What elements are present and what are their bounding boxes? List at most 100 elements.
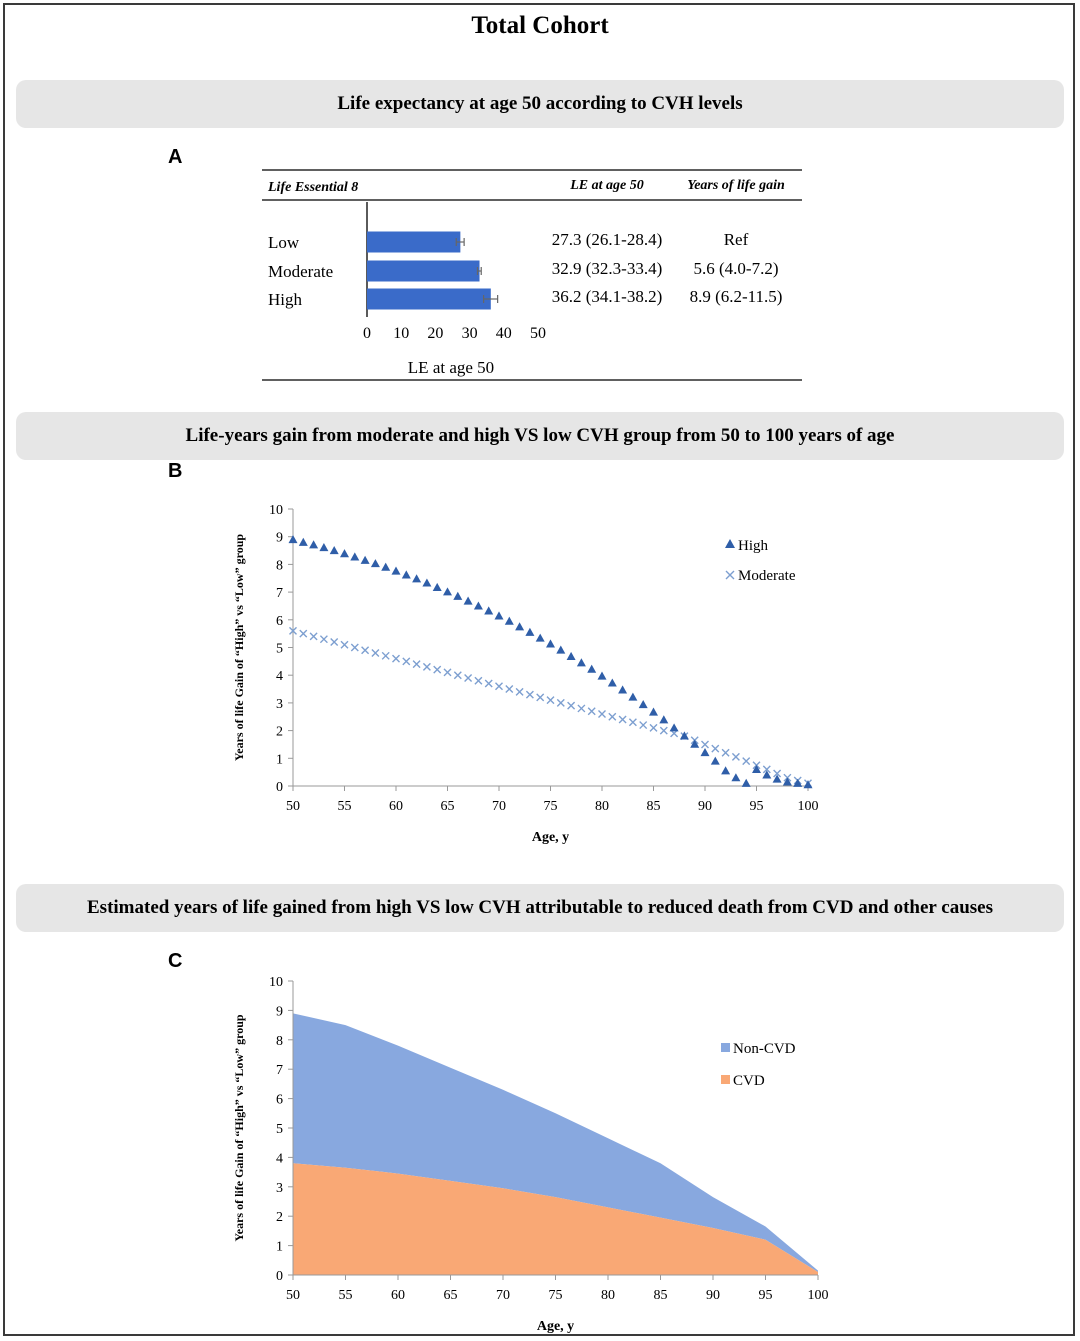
bar bbox=[367, 260, 480, 282]
high-point bbox=[535, 633, 545, 642]
high-point bbox=[463, 596, 473, 605]
moderate-point bbox=[392, 654, 400, 663]
bar bbox=[367, 288, 491, 310]
high-point bbox=[401, 570, 411, 579]
x-tick-label: 85 bbox=[654, 1288, 668, 1303]
figure-title: Total Cohort bbox=[471, 12, 609, 39]
high-point bbox=[566, 651, 576, 660]
moderate-point bbox=[350, 643, 359, 652]
x-tick-label: 50 bbox=[530, 325, 546, 342]
high-point bbox=[381, 562, 391, 571]
x-tick-label: 75 bbox=[544, 799, 558, 814]
moderate-point bbox=[515, 687, 524, 696]
high-point bbox=[690, 739, 700, 748]
non-cvd-area bbox=[293, 1013, 818, 1273]
y-tick-label: 6 bbox=[276, 1093, 283, 1108]
y-tick-label: 10 bbox=[269, 975, 283, 990]
y-tick-label: 5 bbox=[276, 1122, 283, 1137]
y-tick-label: 8 bbox=[276, 558, 283, 573]
y-tick-label: 7 bbox=[276, 1063, 283, 1078]
moderate-point bbox=[649, 723, 658, 732]
moderate-point bbox=[422, 662, 431, 671]
y-tick-label: 7 bbox=[276, 586, 283, 601]
high-point bbox=[597, 671, 607, 680]
x-axis-label: LE at age 50 bbox=[408, 358, 494, 377]
header-gain: Years of life gain bbox=[687, 178, 785, 193]
high-point bbox=[741, 778, 751, 787]
x-tick-label: 90 bbox=[706, 1288, 720, 1303]
legend-cvd-swatch bbox=[721, 1075, 730, 1084]
legend-high-label: High bbox=[738, 538, 769, 554]
y-axis-label: Years of life Gain of “High” vs “Low” gr… bbox=[232, 534, 246, 761]
moderate-point bbox=[536, 693, 545, 702]
x-tick-label: 50 bbox=[286, 1288, 300, 1303]
y-tick-label: 5 bbox=[276, 642, 283, 657]
chart-c: 0 1 2 3 4 5 6 7 8 9 10 50 55 60 65 70 75 80 85 90 95 100 Age, … bbox=[232, 975, 829, 1334]
high-point bbox=[340, 549, 349, 558]
high-point bbox=[772, 774, 782, 783]
x-tick-label: 80 bbox=[595, 799, 609, 814]
bar bbox=[367, 231, 461, 253]
y-tick-label: 0 bbox=[276, 1269, 283, 1284]
y-tick-label: 2 bbox=[276, 725, 283, 740]
legend-high-marker bbox=[725, 539, 735, 548]
moderate-point bbox=[618, 715, 627, 724]
high-point bbox=[762, 770, 772, 779]
high-point bbox=[350, 552, 360, 561]
high-point bbox=[628, 692, 638, 701]
moderate-point bbox=[639, 721, 648, 730]
high-point bbox=[638, 700, 648, 709]
moderate-point bbox=[453, 671, 462, 680]
high-point bbox=[618, 685, 628, 694]
moderate-point bbox=[525, 690, 534, 699]
panel-c-letter: C bbox=[168, 950, 183, 972]
moderate-point bbox=[361, 646, 370, 655]
high-point bbox=[288, 534, 298, 544]
x-tick-label: 40 bbox=[496, 325, 512, 342]
high-point bbox=[679, 731, 689, 740]
x-tick-label: 90 bbox=[698, 799, 712, 814]
high-point bbox=[607, 678, 617, 687]
high-point bbox=[793, 778, 803, 787]
moderate-point bbox=[412, 660, 421, 669]
moderate-point bbox=[330, 637, 339, 646]
high-point bbox=[782, 777, 792, 786]
moderate-point bbox=[402, 657, 411, 666]
high-point bbox=[731, 773, 741, 782]
header-group: Life Essential 8 bbox=[267, 180, 358, 195]
row-label: Low bbox=[268, 233, 300, 252]
x-tick-label: 50 bbox=[286, 799, 300, 814]
x-tick-label: 100 bbox=[808, 1288, 829, 1303]
moderate-point bbox=[587, 707, 596, 716]
legend-non-cvd-swatch bbox=[721, 1043, 730, 1052]
row-gain-value: Ref bbox=[724, 230, 749, 249]
chart-a: Life Essential 8 LE at age 50 Years of lif… bbox=[262, 169, 802, 381]
y-tick-label: 10 bbox=[269, 503, 283, 518]
x-axis-label: Age, y bbox=[532, 830, 569, 845]
high-point bbox=[721, 766, 731, 775]
high-point bbox=[556, 645, 566, 654]
high-point bbox=[576, 658, 586, 667]
row-label: Moderate bbox=[268, 262, 333, 281]
y-tick-label: 9 bbox=[276, 531, 283, 546]
y-tick-label: 2 bbox=[276, 1210, 283, 1225]
x-tick-label: 65 bbox=[441, 799, 455, 814]
moderate-point bbox=[628, 718, 637, 727]
moderate-point bbox=[319, 635, 328, 644]
moderate-point bbox=[546, 696, 555, 705]
high-point bbox=[504, 616, 514, 625]
x-tick-label: 60 bbox=[391, 1288, 405, 1303]
high-point bbox=[329, 546, 339, 555]
x-tick-label: 70 bbox=[496, 1288, 510, 1303]
moderate-point bbox=[721, 748, 730, 757]
panel-b-title: Life-years gain from moderate and high V… bbox=[16, 412, 1064, 460]
moderate-point bbox=[742, 757, 751, 766]
legend-cvd-label: CVD bbox=[733, 1073, 765, 1089]
figure-frame bbox=[3, 3, 1075, 1336]
cvd-area bbox=[293, 1163, 818, 1275]
high-point bbox=[391, 566, 401, 575]
moderate-point bbox=[556, 698, 565, 707]
high-point bbox=[649, 707, 658, 716]
high-point bbox=[669, 723, 679, 732]
moderate-point bbox=[443, 668, 452, 677]
